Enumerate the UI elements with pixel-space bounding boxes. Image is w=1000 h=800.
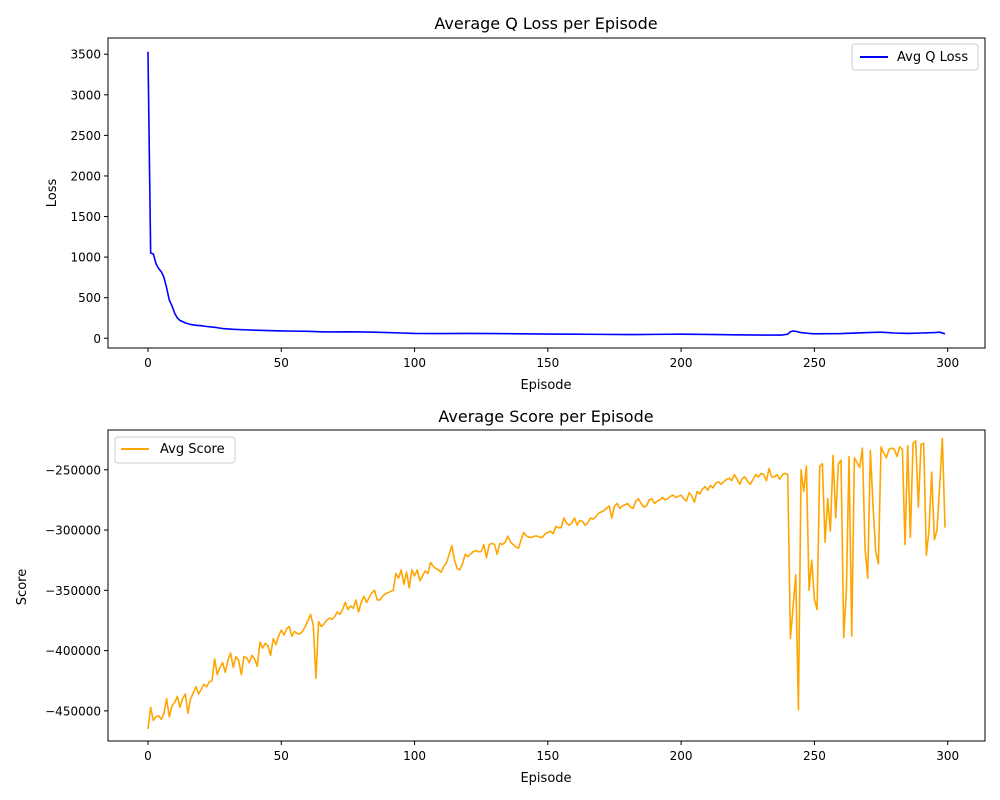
score-plot-area [147,437,946,730]
score-y-tick-label: −300000 [45,524,101,538]
score-axes-frame [107,429,986,742]
score-y-axis-label: Score [15,569,30,605]
loss-axes-frame [107,37,986,349]
score-chart: Average Score per Episode 0 50 100 150 200 25… [15,407,986,786]
loss-x-tick-label: 250 [803,356,826,370]
score-y-tick-label: −450000 [45,704,101,718]
loss-legend: Avg Q Loss [851,43,979,71]
loss-y-tick-label: 500 [78,291,101,305]
score-x-tick-label: 150 [536,749,559,763]
loss-plot-area [147,51,946,336]
loss-x-tick-label: 150 [536,356,559,370]
loss-y-tick-label: 1000 [70,251,101,265]
loss-x-ticks: 0 50 100 150 200 250 300 [144,348,959,370]
loss-y-tick-label: 3500 [70,48,101,62]
loss-series-line [147,51,946,336]
score-legend-box [114,436,236,464]
loss-x-tick-label: 200 [670,356,693,370]
loss-y-tick-label: 3000 [70,88,101,102]
loss-x-tick-label: 50 [274,356,289,370]
score-y-tick-label: −350000 [45,584,101,598]
loss-chart-title: Average Q Loss per Episode [434,14,657,33]
score-x-tick-label: 250 [803,749,826,763]
loss-x-tick-label: 0 [144,356,152,370]
loss-y-tick-label: 2000 [70,169,101,183]
loss-y-ticks: 0 500 1000 1500 2000 2500 3000 3500 [70,48,108,346]
score-legend-label: Avg Score [160,442,225,457]
score-x-tick-label: 200 [670,749,693,763]
score-y-tick-label: −400000 [45,644,101,658]
score-chart-title: Average Score per Episode [438,407,653,426]
loss-y-axis-label: Loss [45,179,60,208]
loss-y-tick-label: 0 [93,332,101,346]
loss-y-tick-label: 2500 [70,129,101,143]
loss-chart: Average Q Loss per Episode 0 50 100 150 200 2… [45,14,986,393]
score-legend: Avg Score [114,436,236,464]
loss-y-tick-label: 1500 [70,210,101,224]
score-x-ticks: 0 50 100 150 200 250 300 [144,741,959,763]
score-y-tick-label: −250000 [45,463,101,477]
score-x-tick-label: 0 [144,749,152,763]
score-x-tick-label: 50 [274,749,289,763]
loss-x-tick-label: 100 [403,356,426,370]
score-x-axis-label: Episode [520,771,571,786]
score-series-line [147,437,946,730]
score-x-tick-label: 100 [403,749,426,763]
score-x-tick-label: 300 [936,749,959,763]
loss-legend-box [851,43,979,71]
loss-x-axis-label: Episode [520,378,571,393]
score-y-ticks: −450000 −400000 −350000 −300000 −250000 [45,463,108,718]
loss-x-tick-label: 300 [936,356,959,370]
loss-legend-label: Avg Q Loss [897,50,968,65]
